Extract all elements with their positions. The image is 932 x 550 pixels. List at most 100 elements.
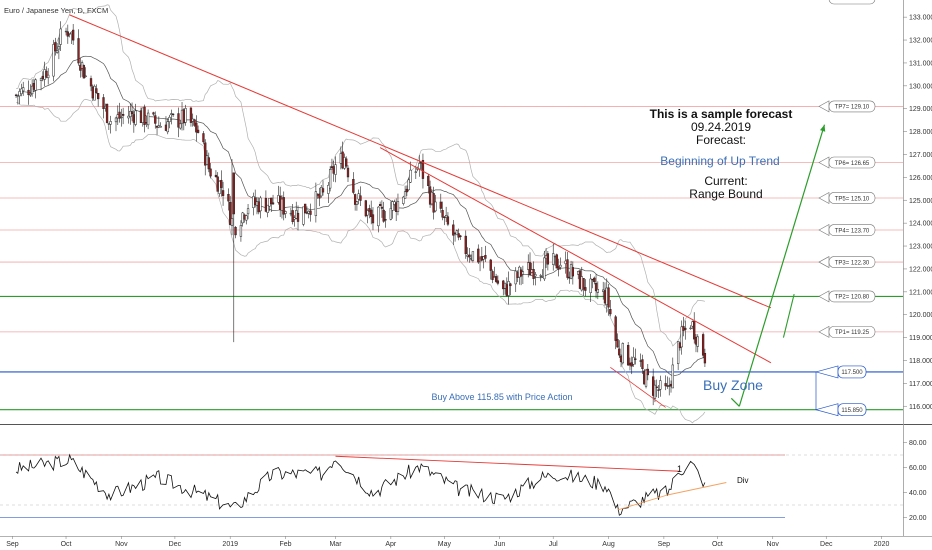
candle-body (619, 355, 623, 362)
trendlines (69, 14, 826, 408)
forecast-arrow-head (820, 124, 826, 132)
candle-body (34, 79, 37, 91)
time-tick-label: Jun (494, 541, 505, 548)
candle-body (680, 326, 683, 348)
candle-body (603, 290, 607, 304)
target-box (828, 156, 876, 169)
candle-body (514, 270, 517, 285)
candle-body (457, 233, 460, 238)
candle-body (171, 113, 175, 116)
candle-body (243, 214, 246, 220)
rsi-tick-label: 60.00 (909, 465, 927, 472)
candle-body (701, 334, 705, 356)
candle-body (155, 125, 159, 128)
candle-body (277, 195, 280, 203)
buyzone-box (837, 403, 867, 417)
candle-body (321, 188, 325, 193)
price-tick-label: 124.000 (909, 221, 932, 228)
price-axis[interactable]: 116.000 117.000 118.000 119.000 120.000 121.0… (903, 15, 932, 411)
candle-body (352, 179, 355, 193)
candle-body (114, 117, 118, 123)
horizontal-levels (0, 106, 903, 411)
candle-body (105, 103, 109, 123)
time-tick-label: Mar (329, 541, 342, 548)
candle-body (532, 269, 535, 279)
candle-body (482, 256, 485, 260)
candle-body (459, 235, 462, 238)
candle-body (30, 85, 34, 95)
bollinger-lower (16, 98, 706, 424)
chart-title: Euro / Japanese Yen, D, FXCM (4, 6, 108, 15)
candle-body (239, 225, 243, 237)
price-tick-label: 123.000 (909, 244, 932, 251)
candle-body (214, 174, 218, 177)
bollinger-upper (16, 4, 705, 347)
candle-body (307, 210, 310, 214)
rsi-trendline (335, 455, 680, 472)
candle-body (189, 107, 193, 123)
candle-body (271, 202, 275, 205)
time-tick-label: Apr (385, 541, 397, 548)
candle-body (157, 125, 160, 128)
candle-body (468, 254, 471, 258)
candle-body (296, 212, 300, 222)
price-tick-label: 116.000 (909, 404, 932, 411)
candle-body (566, 259, 569, 278)
time-tick-label: Sep (658, 541, 671, 548)
candle-body (527, 262, 530, 270)
time-tick-label: Nov (766, 541, 779, 548)
candle-body (591, 278, 594, 281)
candle-body (678, 342, 682, 349)
candle-body (77, 38, 80, 64)
current-value: Range Bound (689, 187, 762, 201)
candle-body (393, 201, 396, 205)
candle-body (57, 46, 61, 50)
candle-body (357, 193, 360, 200)
candle-body (293, 217, 296, 220)
resistance-trendline (69, 14, 772, 309)
candle-body (694, 336, 698, 345)
candle-body (643, 370, 646, 385)
candle-body (91, 86, 94, 99)
rsi-tick-label: 20.00 (909, 515, 927, 522)
candle-body (93, 85, 96, 101)
candle-body (47, 74, 50, 79)
candle-body (43, 69, 46, 80)
candle-body (377, 206, 380, 227)
candle-body (302, 206, 305, 225)
candle-body (557, 266, 560, 270)
candle-body (455, 230, 459, 236)
candle-body (666, 385, 669, 387)
candle-body (471, 251, 475, 261)
candle-body (268, 198, 271, 207)
target-pointer (818, 100, 830, 113)
candle-body (284, 211, 287, 214)
time-axis[interactable]: Sep Oct Nov Dec 2019 Feb Mar Apr May Jun Jul Aug Sep… (6, 536, 889, 548)
candle-body (552, 253, 555, 265)
candle-body (346, 167, 350, 178)
candle-body (107, 123, 111, 125)
candle-body (405, 188, 409, 193)
candle-body (59, 28, 62, 45)
candle-body (693, 320, 696, 340)
candle-body (634, 358, 637, 360)
candle-body (505, 284, 508, 296)
rsi-axis[interactable]: 20.00 40.00 60.00 80.00 (903, 440, 927, 522)
candle-body (578, 270, 582, 289)
candle-body (55, 50, 59, 53)
candle-body (616, 339, 619, 348)
target-box (828, 224, 876, 236)
candle-body (146, 112, 150, 126)
candle-body (84, 75, 87, 77)
price-tick-label: 132.000 (909, 38, 932, 45)
candle-body (627, 344, 630, 366)
candle-body (143, 106, 146, 125)
bollinger-bands (16, 4, 706, 424)
candle-body (496, 280, 500, 284)
candle-body (193, 119, 196, 126)
candle-body (234, 226, 237, 236)
time-tick-label: 2020 (874, 541, 890, 548)
candle-body (355, 201, 359, 205)
candle-body (546, 253, 550, 265)
